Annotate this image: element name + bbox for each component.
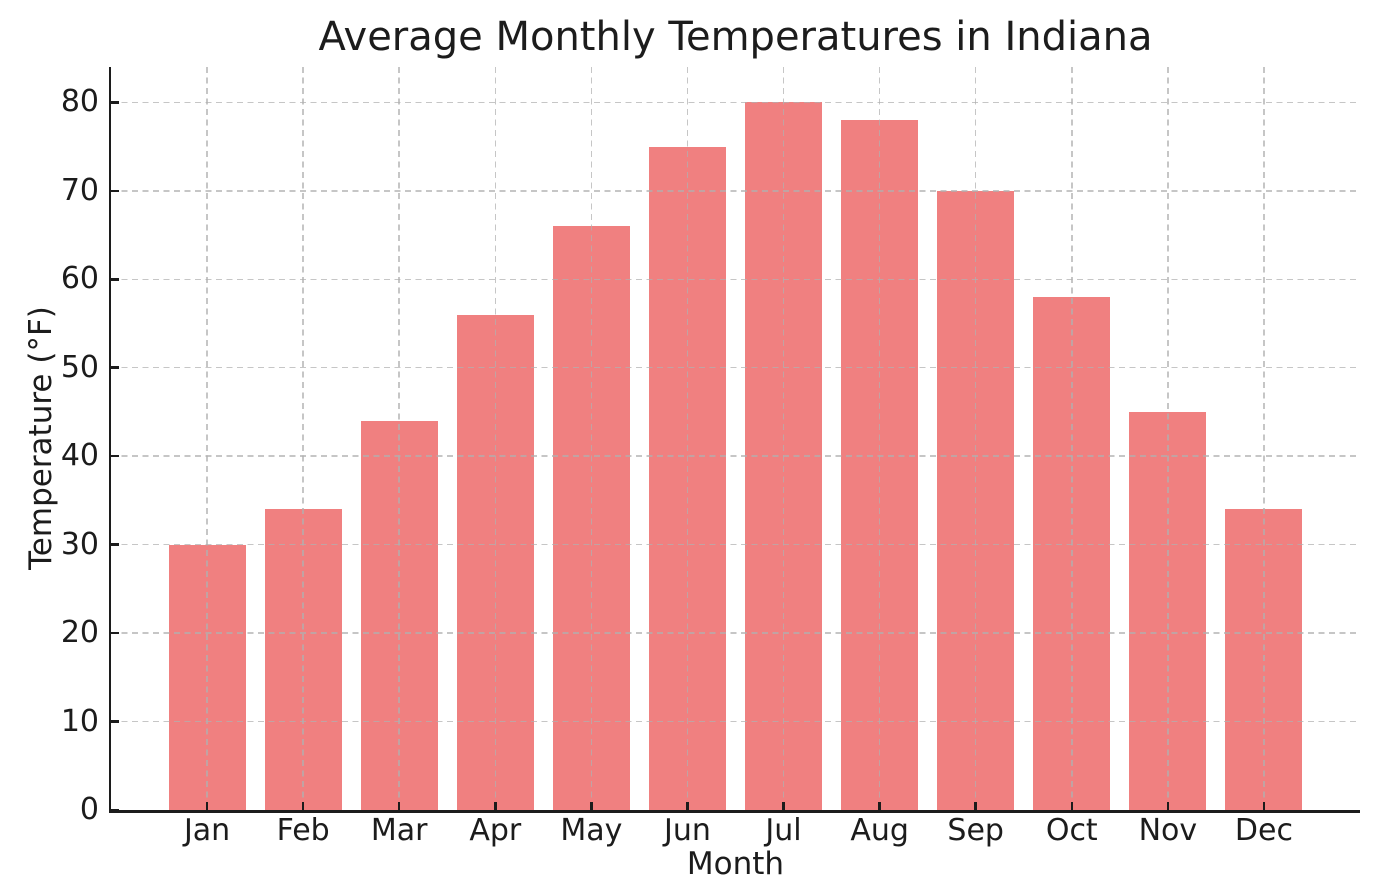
gridline-v-oct	[1071, 67, 1073, 810]
gridline-v-sep	[974, 67, 977, 810]
x-tick-jun	[686, 802, 689, 810]
x-tick-dec	[1262, 802, 1266, 810]
gridline-v-aug	[878, 67, 881, 810]
gridline-v-nov	[1167, 67, 1169, 810]
y-tick-40	[111, 454, 119, 458]
y-tick-30	[111, 543, 119, 546]
gridline-h-60	[111, 278, 1360, 281]
y-tick-80	[111, 101, 119, 104]
y-tick-label-80: 80	[60, 84, 99, 120]
gridline-h-40	[111, 455, 1360, 457]
y-tick-label-0: 0	[79, 792, 99, 827]
gridline-v-jan	[206, 67, 208, 810]
x-tick-label-oct: Oct	[1045, 813, 1098, 848]
y-tick-label-10: 10	[60, 703, 99, 739]
y-tick-label-60: 60	[60, 261, 99, 297]
plot-area	[108, 67, 1360, 813]
y-tick-label-40: 40	[60, 438, 99, 474]
y-axis-spine	[108, 67, 111, 813]
y-tick-0	[111, 808, 119, 812]
y-tick-50	[111, 366, 119, 369]
y-tick-label-70: 70	[60, 172, 99, 208]
x-tick-apr	[494, 802, 497, 810]
x-tick-label-aug: Aug	[850, 813, 909, 848]
y-tick-label-20: 20	[60, 615, 99, 651]
chart-title: Average Monthly Temperatures in Indiana	[318, 14, 1153, 60]
x-tick-label-mar: Mar	[370, 813, 428, 848]
y-tick-60	[111, 278, 119, 281]
x-tick-label-jul: Jul	[765, 813, 802, 848]
x-tick-oct	[1070, 802, 1074, 810]
gridline-v-jul	[782, 67, 785, 810]
y-tick-label-50: 50	[60, 349, 99, 385]
gridline-h-20	[111, 632, 1360, 634]
gridline-v-dec	[1263, 67, 1265, 810]
y-tick-10	[111, 720, 119, 723]
y-tick-label-30: 30	[60, 526, 99, 562]
x-tick-label-nov: Nov	[1138, 813, 1198, 848]
x-tick-label-feb: Feb	[276, 813, 330, 848]
x-tick-feb	[301, 802, 305, 810]
y-tick-70	[111, 189, 119, 193]
gridline-v-apr	[494, 67, 497, 810]
x-axis-spine	[108, 810, 1360, 813]
x-tick-mar	[397, 802, 401, 810]
gridline-v-may	[590, 67, 593, 810]
x-tick-aug	[878, 802, 881, 810]
x-tick-jan	[205, 802, 209, 810]
gridline-h-30	[111, 543, 1360, 546]
x-tick-label-dec: Dec	[1234, 813, 1293, 848]
x-tick-label-jun: Jun	[664, 813, 711, 848]
x-axis-title: Month	[686, 846, 785, 882]
gridline-h-50	[111, 366, 1360, 369]
x-tick-label-apr: Apr	[469, 813, 522, 848]
x-tick-label-sep: Sep	[947, 813, 1004, 848]
x-tick-sep	[974, 802, 977, 810]
x-tick-label-may: May	[560, 813, 623, 848]
x-tick-nov	[1166, 802, 1170, 810]
gridline-h-70	[111, 190, 1360, 192]
gridline-h-10	[111, 720, 1360, 723]
gridline-v-jun	[686, 67, 689, 810]
y-tick-20	[111, 631, 119, 635]
x-tick-label-jan: Jan	[183, 813, 231, 848]
x-tick-jul	[782, 802, 785, 810]
x-tick-may	[590, 802, 593, 810]
gridline-v-mar	[398, 67, 400, 810]
gridline-v-feb	[302, 67, 304, 810]
gridline-h-80	[111, 101, 1360, 104]
